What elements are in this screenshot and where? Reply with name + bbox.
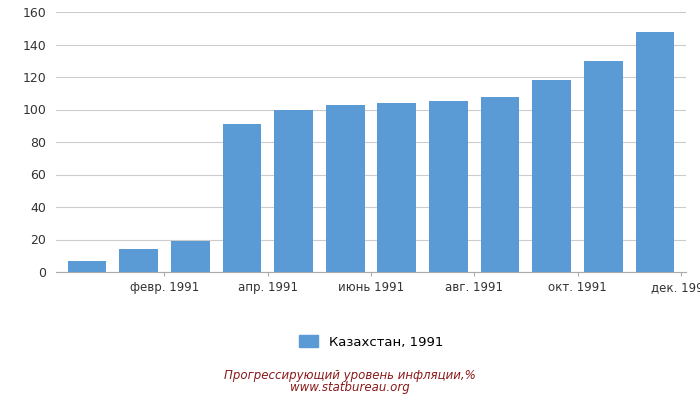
Bar: [429, 101, 468, 272]
Bar: [274, 110, 313, 272]
Text: www.statbureau.org: www.statbureau.org: [290, 382, 410, 394]
Bar: [533, 80, 571, 272]
Bar: [171, 241, 209, 272]
Bar: [481, 96, 519, 272]
Bar: [377, 103, 416, 272]
Text: Прогрессирующий уровень инфляции,%: Прогрессирующий уровень инфляции,%: [224, 369, 476, 382]
Bar: [326, 105, 365, 272]
Bar: [223, 124, 261, 272]
Bar: [68, 261, 106, 272]
Bar: [119, 249, 158, 272]
Legend: Казахстан, 1991: Казахстан, 1991: [293, 330, 449, 354]
Bar: [636, 32, 674, 272]
Bar: [584, 61, 623, 272]
